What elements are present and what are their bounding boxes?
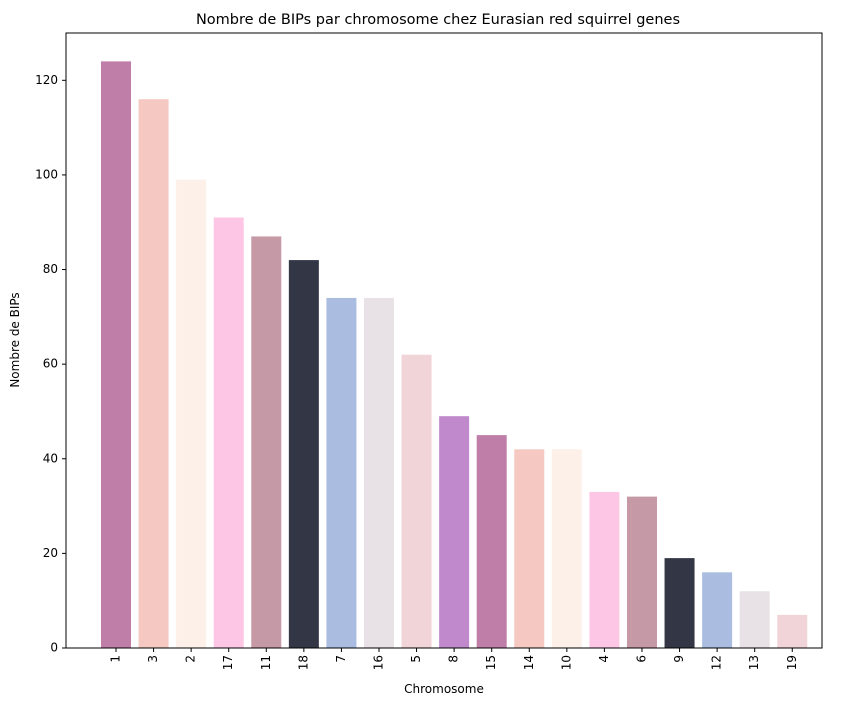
x-axis-label: Chromosome xyxy=(404,682,484,696)
y-tick-label: 0 xyxy=(50,641,58,655)
y-tick-label: 40 xyxy=(43,451,58,465)
bar-chromosome-10 xyxy=(551,449,582,648)
x-tick-label: 14 xyxy=(522,655,536,670)
bar-chromosome-15 xyxy=(476,435,507,648)
y-tick-label: 80 xyxy=(43,262,58,276)
x-tick-label: 16 xyxy=(371,655,385,670)
bar-chromosome-16 xyxy=(363,297,394,648)
x-tick-label: 6 xyxy=(634,655,648,663)
x-tick-label: 3 xyxy=(146,655,160,663)
y-tick-label: 120 xyxy=(35,73,58,87)
x-tick-label: 13 xyxy=(747,655,761,670)
bar-chromosome-5 xyxy=(401,354,432,648)
bar-chromosome-3 xyxy=(138,99,169,649)
y-axis-label: Nombre de BIPs xyxy=(8,292,22,387)
y-tick-label: 100 xyxy=(35,167,58,181)
bar-chromosome-12 xyxy=(702,572,733,648)
x-tick-label: 1 xyxy=(109,655,123,663)
bar-chromosome-11 xyxy=(251,236,282,649)
bar-chromosome-6 xyxy=(626,496,657,648)
bars-group xyxy=(101,61,808,649)
bar-chromosome-4 xyxy=(589,491,620,648)
x-tick-label: 7 xyxy=(334,655,348,663)
chart-title: Nombre de BIPs par chromosome chez Euras… xyxy=(196,12,680,28)
x-tick-label: 18 xyxy=(296,655,310,670)
y-axis: 0 20 40 60 80 100 120 xyxy=(35,73,66,655)
x-tick-label: 2 xyxy=(184,655,198,663)
bar-chromosome-2 xyxy=(176,179,207,648)
bar-chromosome-9 xyxy=(664,558,695,648)
x-tick-label: 9 xyxy=(672,655,686,663)
x-tick-label: 10 xyxy=(559,655,573,670)
x-tick-label: 19 xyxy=(785,655,799,670)
x-axis: 1 3 2 17 11 18 7 16 5 8 15 14 10 4 6 9 12 13 19 xyxy=(109,648,799,670)
bar-chromosome-19 xyxy=(777,614,808,648)
x-tick-label: 8 xyxy=(447,655,461,663)
y-tick-label: 60 xyxy=(43,357,58,371)
bar-chromosome-18 xyxy=(288,260,319,648)
x-tick-label: 15 xyxy=(484,655,498,670)
plot-frame xyxy=(65,32,823,649)
bar-chromosome-13 xyxy=(739,591,770,648)
bar-chromosome-17 xyxy=(213,217,244,648)
x-tick-label: 17 xyxy=(221,655,235,670)
x-tick-label: 11 xyxy=(259,655,273,670)
bar-chromosome-7 xyxy=(326,297,357,648)
bar-chromosome-1 xyxy=(101,61,131,648)
bar-chromosome-14 xyxy=(514,449,545,648)
x-tick-label: 5 xyxy=(409,655,423,663)
x-tick-label: 12 xyxy=(710,655,724,670)
x-tick-label: 4 xyxy=(597,655,611,663)
bar-chromosome-8 xyxy=(439,416,470,648)
y-tick-label: 20 xyxy=(43,546,58,560)
